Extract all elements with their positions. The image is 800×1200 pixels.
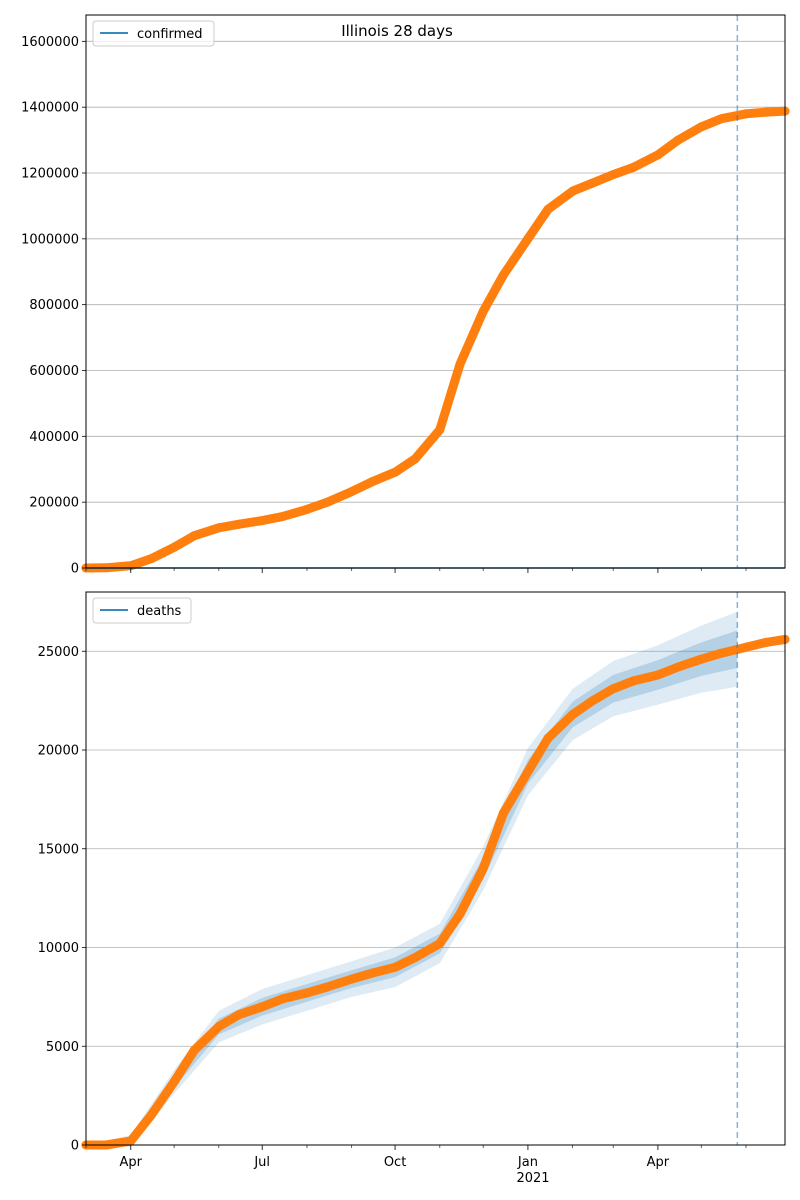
confirmed-point	[390, 467, 400, 477]
deaths-legend: deaths	[92, 597, 192, 624]
confirmed-y-tick-label: 1400000	[21, 101, 79, 116]
confirmed-y-tick-label: 800000	[29, 298, 79, 313]
deaths-point	[257, 1002, 267, 1012]
deaths-point	[189, 1045, 199, 1055]
deaths-point	[146, 1110, 156, 1120]
deaths-point	[435, 939, 445, 948]
deaths-y-tick-label: 5000	[46, 1040, 79, 1055]
x-tick-label: Apr	[647, 1155, 670, 1170]
deaths-point	[498, 808, 508, 818]
deaths-point	[234, 1010, 244, 1020]
confirmed-y-tick-label: 1600000	[21, 35, 79, 50]
confirmed-y-tick-label: 0	[71, 562, 79, 577]
deaths-point	[588, 696, 598, 706]
confirmed-point	[347, 487, 357, 497]
deaths-y-axis: 0 5000 10000 15000 20000 25000	[38, 645, 86, 1154]
x-tick-label: Oct	[384, 1155, 406, 1170]
deaths-x-axis: Apr Jul Oct Jan Apr	[85, 1145, 747, 1170]
confirmed-legend: confirmed	[92, 20, 215, 47]
deaths-point	[169, 1077, 179, 1087]
confirmed-y-tick-label: 200000	[29, 496, 79, 511]
deaths-point	[653, 670, 663, 680]
confirmed-point	[588, 178, 598, 188]
confirmed-point	[214, 523, 224, 533]
confirmed-point	[696, 122, 706, 132]
deaths-y-tick-label: 0	[71, 1139, 79, 1154]
confirmed-point	[523, 234, 533, 244]
deaths-point	[741, 642, 751, 652]
confirmed-point	[761, 107, 771, 117]
deaths-point	[568, 710, 578, 719]
deaths-point	[696, 654, 706, 664]
deaths-point	[302, 988, 312, 998]
confirmed-point	[277, 512, 287, 522]
confirmed-point	[189, 531, 199, 541]
deaths-point	[367, 968, 377, 978]
confirmed-point	[608, 170, 618, 180]
deaths-point	[608, 684, 618, 694]
confirmed-y-tick-label: 400000	[29, 430, 79, 445]
confirmed-point	[741, 109, 751, 119]
deaths-y-tick-label: 25000	[38, 645, 79, 660]
deaths-point	[478, 864, 488, 873]
confirmed-panel: 0 200000 400000 600000 800000 1000000 1200000 1…	[21, 14, 790, 577]
confirmed-y-tick-label: 600000	[29, 364, 79, 379]
confirmed-point	[478, 306, 488, 316]
confirmed-point	[234, 519, 244, 529]
deaths-series	[81, 634, 790, 1150]
figure-title: Illinois 28 days	[341, 22, 453, 40]
deaths-point	[214, 1022, 224, 1031]
confirmed-point	[455, 359, 465, 369]
confirmed-point	[146, 554, 156, 564]
confirmed-point	[653, 150, 663, 160]
deaths-point	[717, 648, 726, 658]
confirmed-point	[498, 270, 508, 280]
confirmed-point	[322, 497, 332, 507]
x-tick-label: Jul	[253, 1155, 270, 1170]
confirmed-point	[169, 542, 179, 552]
confirmed-plot-area	[86, 15, 785, 568]
confirmed-point	[410, 454, 420, 464]
deaths-y-tick-label: 15000	[38, 842, 79, 857]
confirmed-point	[257, 516, 267, 526]
deaths-point	[673, 662, 683, 672]
deaths-point	[347, 974, 357, 984]
deaths-legend-box	[92, 597, 192, 624]
confirmed-point	[543, 204, 553, 214]
deaths-point	[455, 909, 465, 919]
deaths-band-half-width-inner	[86, 630, 738, 1145]
x-tick-label: Jan	[517, 1155, 538, 1170]
deaths-plot-area	[86, 592, 785, 1145]
deaths-point	[628, 676, 638, 686]
deaths-point	[523, 767, 533, 777]
deaths-point	[390, 962, 400, 972]
confirmed-point	[568, 186, 578, 196]
deaths-point	[322, 982, 332, 992]
confirmed-y-tick-label: 1200000	[21, 167, 79, 182]
confirmed-legend-label: confirmed	[137, 27, 203, 42]
deaths-point	[277, 994, 287, 1004]
confirmed-point	[367, 477, 377, 487]
confirmed-point	[302, 504, 312, 514]
confirmed-point	[435, 425, 445, 435]
confirmed-plot-border	[85, 14, 786, 569]
deaths-y-tick-label: 20000	[38, 744, 79, 759]
x-tick-sublabel: 2021	[516, 1171, 549, 1186]
confirmed-point	[673, 135, 683, 145]
confirmed-y-tick-label: 1000000	[21, 232, 79, 247]
deaths-plot-border	[85, 591, 786, 1146]
confirmed-legend-box	[92, 20, 215, 47]
deaths-point	[543, 733, 553, 743]
deaths-point	[410, 952, 420, 962]
deaths-legend-label: deaths	[137, 604, 182, 619]
deaths-point	[126, 1136, 136, 1146]
confirmed-point	[628, 162, 638, 172]
deaths-point	[761, 637, 771, 647]
confirmed-y-axis: 0 200000 400000 600000 800000 1000000 1200000 1…	[21, 35, 86, 577]
deaths-y-tick-label: 10000	[38, 941, 79, 956]
x-tick-label: Apr	[120, 1155, 143, 1170]
confirmed-point	[717, 114, 726, 124]
